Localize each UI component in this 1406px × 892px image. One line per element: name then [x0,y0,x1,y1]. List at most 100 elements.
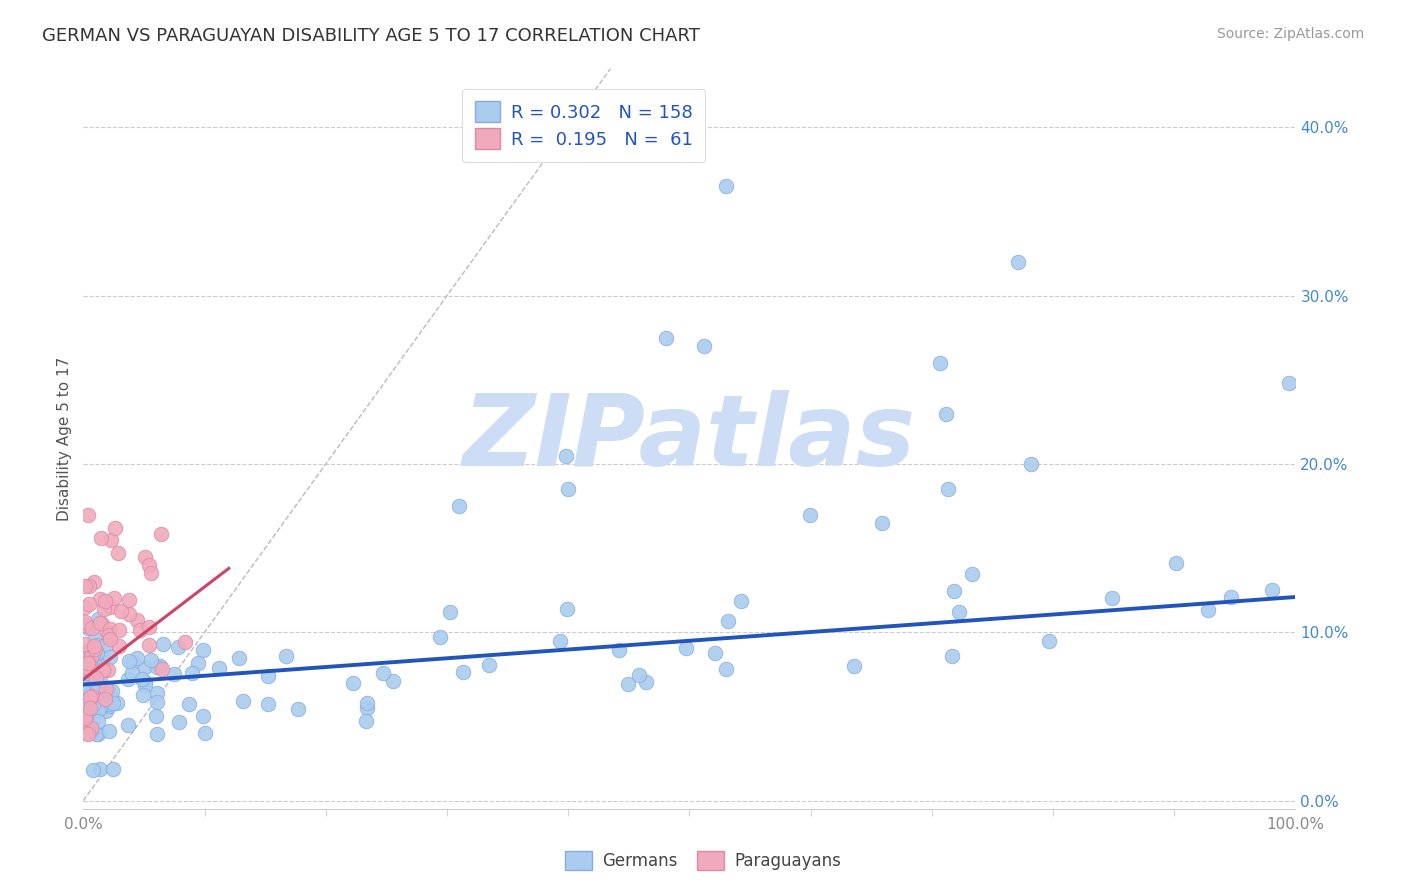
Point [93,601,115,615]
Point [79,654,101,668]
Point [152,637,174,651]
Point [274,648,297,663]
Point [98,698,121,713]
Point [675,640,697,655]
Point [77,688,100,702]
Point [79,690,101,704]
Point [163,666,186,681]
Point [77,699,100,714]
Point [131,672,153,686]
Point [548,633,571,648]
Point [75,666,97,681]
Point [77,579,100,593]
Point [75,709,97,723]
Point [1261,583,1284,598]
Point [714,179,737,194]
Point [77,508,100,522]
Point [73,600,96,615]
Point [86,646,108,660]
Text: Source: ZipAtlas.com: Source: ZipAtlas.com [1216,27,1364,41]
Point [149,658,172,673]
Point [100,689,122,703]
Point [108,623,131,637]
Point [80,689,103,703]
Point [73,663,96,677]
Point [105,696,128,710]
Point [80,655,103,669]
Point [181,665,204,680]
Point [703,646,725,660]
Point [73,670,96,684]
Point [73,701,96,715]
Point [76,674,98,689]
Point [96,625,118,640]
Point [101,684,124,698]
Point [80,650,103,665]
Point [84,671,107,685]
Point [1019,457,1042,471]
Point [80,723,103,737]
Point [73,682,96,697]
Point [84,727,107,741]
Point [118,607,141,621]
Point [87,703,110,717]
Point [73,617,96,632]
Point [73,647,96,661]
Point [356,701,378,715]
Point [943,584,966,599]
Point [628,668,651,682]
Point [146,727,169,741]
Point [73,711,96,725]
Point [609,643,631,657]
Point [87,612,110,626]
Point [101,763,124,777]
Point [98,688,121,702]
Point [134,549,156,564]
Point [89,762,111,776]
Point [77,657,100,671]
Point [1007,255,1029,269]
Point [447,499,470,513]
Point [97,663,120,677]
Point [80,621,103,635]
Point [73,648,96,663]
Point [77,649,100,664]
Point [717,614,740,628]
Point [122,655,145,669]
Point [145,695,167,709]
Point [77,668,100,682]
Point [77,662,100,676]
Point [89,615,111,630]
Point [83,640,105,654]
Point [134,678,156,692]
Point [191,709,214,723]
Point [94,594,117,608]
Point [150,662,173,676]
Point [451,665,474,680]
Point [83,655,105,669]
Point [194,725,217,739]
Point [117,672,139,686]
Point [76,666,98,681]
Point [118,593,141,607]
Point [82,661,104,675]
Legend: Germans, Paraguayans: Germans, Paraguayans [558,844,848,877]
Point [1101,591,1123,606]
Point [91,654,114,668]
Point [146,660,169,674]
Point [107,546,129,560]
Point [191,642,214,657]
Point [1164,556,1187,570]
Point [429,630,451,644]
Point [98,632,121,646]
Point [150,527,173,541]
Point [139,566,162,580]
Point [145,709,167,723]
Point [139,653,162,667]
Point [82,698,104,712]
Point [94,691,117,706]
Point [121,665,143,680]
Point [117,717,139,731]
Point [90,680,112,694]
Point [73,681,96,696]
